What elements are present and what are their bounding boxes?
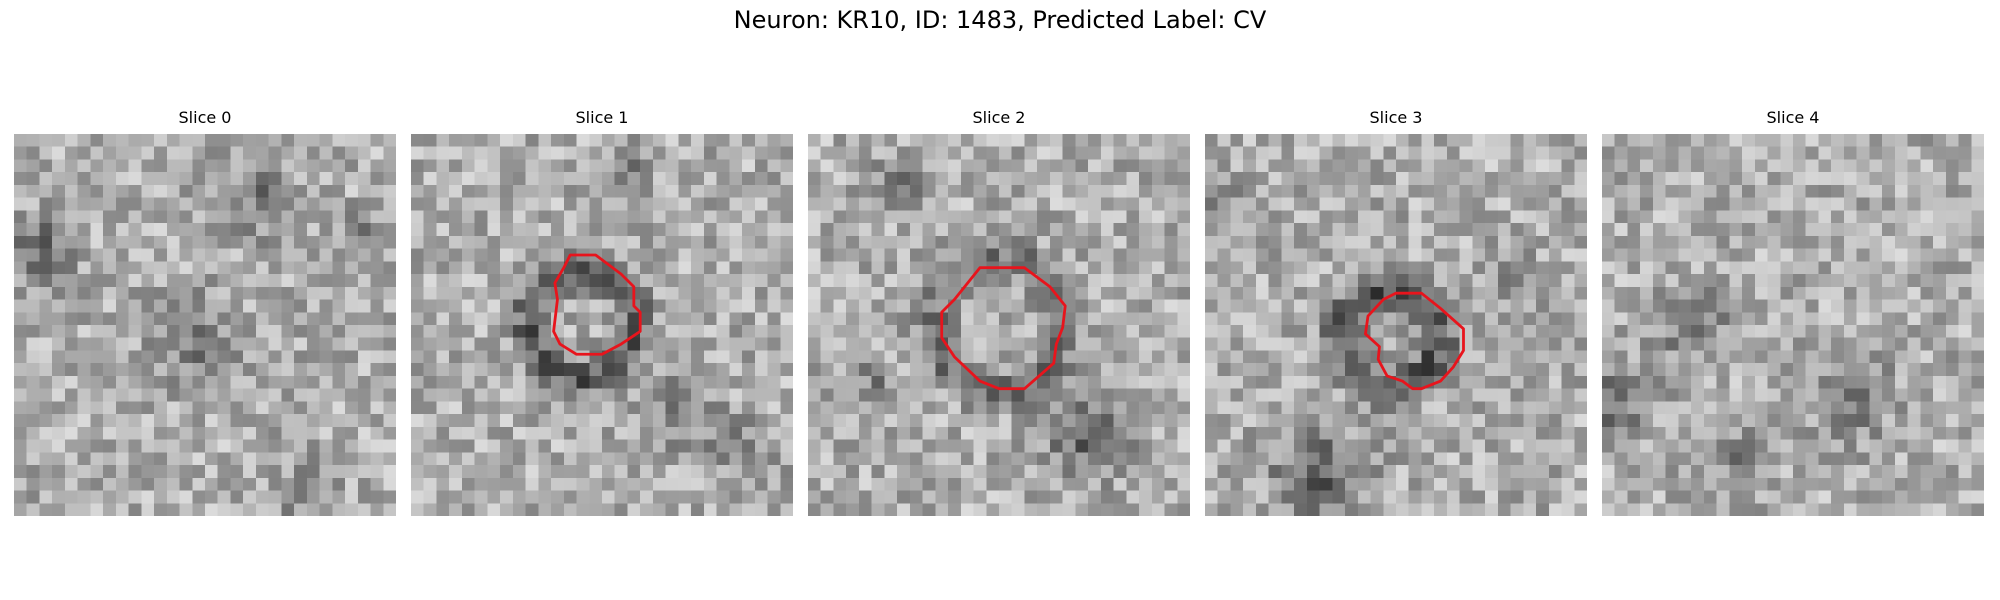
slice-title-2: Slice 2	[972, 108, 1026, 127]
slice-panel-0: Slice 0	[14, 108, 396, 516]
slice-title-1: Slice 1	[575, 108, 629, 127]
slice-panel-3: Slice 3	[1205, 108, 1587, 516]
slice-title-3: Slice 3	[1369, 108, 1423, 127]
slice-title-0: Slice 0	[178, 108, 232, 127]
slice-image-1	[411, 134, 793, 516]
cell-contour-1	[552, 253, 642, 356]
slice-panel-4: Slice 4	[1602, 108, 1984, 516]
slice-image-4	[1602, 134, 1984, 516]
slice-image-3	[1205, 134, 1587, 516]
slice-panel-1: Slice 1	[411, 108, 793, 516]
slice-title-4: Slice 4	[1766, 108, 1820, 127]
cell-contour-3	[1364, 291, 1465, 391]
figure-title: Neuron: KR10, ID: 1483, Predicted Label:…	[733, 6, 1267, 34]
slice-image-0	[14, 134, 396, 516]
slice-image-2	[808, 134, 1190, 516]
cell-contour-2	[940, 266, 1067, 391]
slice-panel-2: Slice 2	[808, 108, 1190, 516]
